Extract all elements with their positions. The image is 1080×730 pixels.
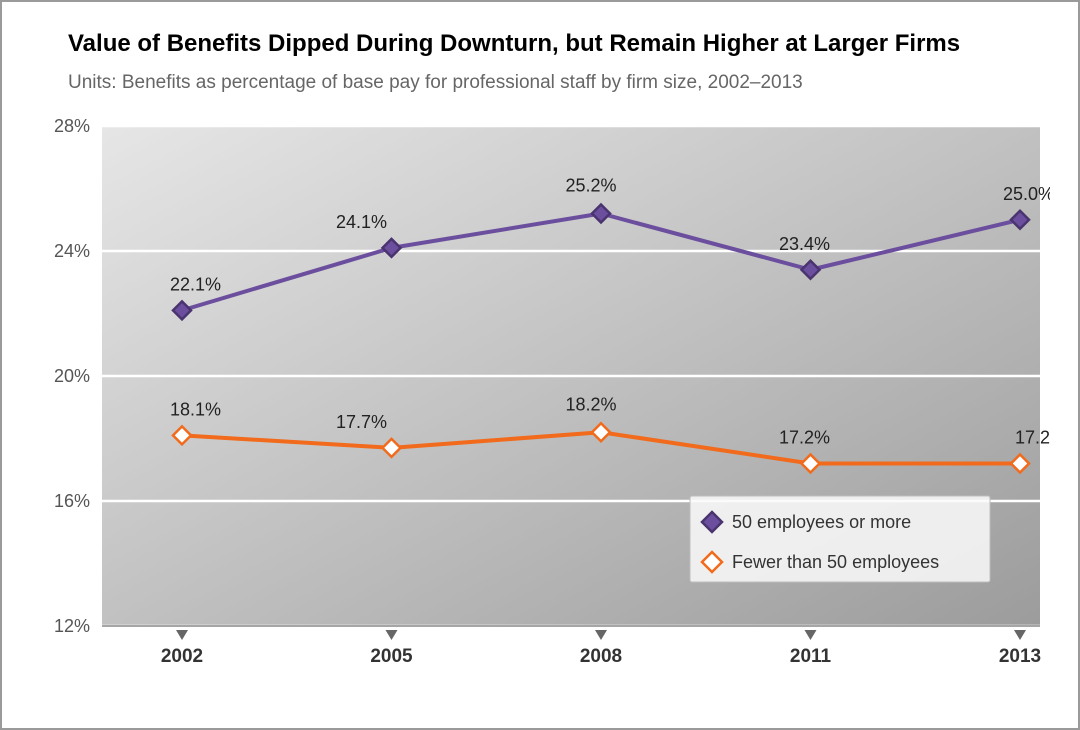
data-label: 18.1% <box>170 399 221 419</box>
data-label: 24.1% <box>336 212 387 232</box>
y-axis-tick: 20% <box>54 366 90 386</box>
x-axis-label: 2005 <box>370 646 413 667</box>
data-label: 17.7% <box>336 412 387 432</box>
x-axis-tick-icon <box>805 630 817 640</box>
x-axis-label: 2008 <box>580 646 622 667</box>
data-label: 23.4% <box>779 234 830 254</box>
chart-frame: Value of Benefits Dipped During Downturn… <box>0 0 1080 730</box>
legend-label: Fewer than 50 employees <box>732 552 939 572</box>
x-axis-tick-icon <box>1014 630 1026 640</box>
chart-subtitle: Units: Benefits as percentage of base pa… <box>30 72 1050 94</box>
y-axis-tick: 12% <box>54 616 90 636</box>
chart-title: Value of Benefits Dipped During Downturn… <box>30 30 1050 58</box>
line-chart-svg: 12% 16% 20% 24% 28% 2002 2005 2008 2011 2013 22.1%… <box>30 116 1050 676</box>
data-label: 25.2% <box>565 176 616 196</box>
y-axis-tick: 24% <box>54 241 90 261</box>
y-axis-tick: 28% <box>54 116 90 136</box>
chart-area: 12% 16% 20% 24% 28% 2002 2005 2008 2011 2013 22.1%… <box>30 116 1050 676</box>
data-label: 22.1% <box>170 274 221 294</box>
data-label: 17.2% <box>779 428 830 448</box>
data-label: 25.0% <box>1003 184 1050 204</box>
x-axis-tick-icon <box>176 630 188 640</box>
y-axis-tick: 16% <box>54 491 90 511</box>
x-axis-tick-icon <box>386 630 398 640</box>
legend-label: 50 employees or more <box>732 512 911 532</box>
x-axis-tick-icon <box>595 630 607 640</box>
data-label: 18.2% <box>565 394 616 414</box>
x-axis-label: 2013 <box>999 646 1041 667</box>
legend: 50 employees or more Fewer than 50 employ… <box>690 496 990 582</box>
data-label: 17.2% <box>1015 428 1050 448</box>
x-axis-label: 2002 <box>161 646 203 667</box>
x-axis-label: 2011 <box>790 646 832 667</box>
